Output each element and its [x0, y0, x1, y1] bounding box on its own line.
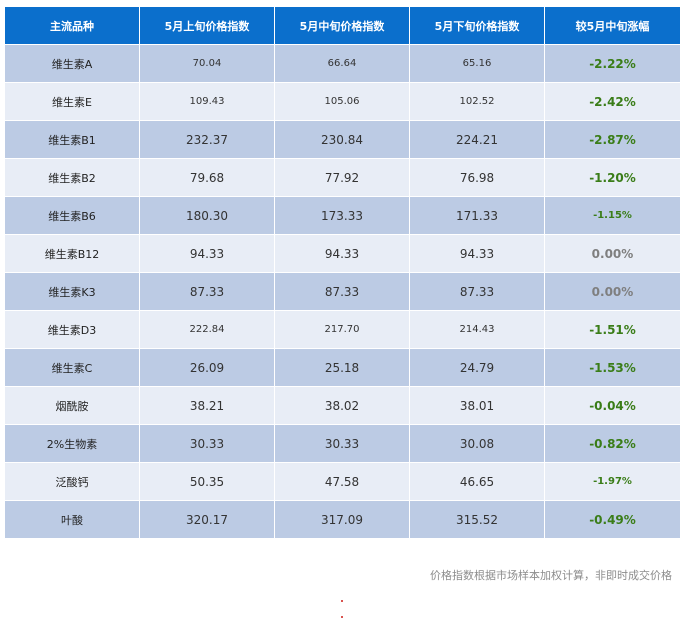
late-may-value: 315.52 [409, 500, 545, 539]
change-value: -2.87% [544, 120, 681, 159]
early-may-value: 94.33 [139, 234, 275, 273]
early-may-value: 180.30 [139, 196, 275, 235]
product-name: 2%生物素 [4, 424, 140, 463]
late-may-value: 171.33 [409, 196, 545, 235]
mid-may-value: 47.58 [274, 462, 410, 501]
late-may-value: 30.08 [409, 424, 545, 463]
early-may-value: 50.35 [139, 462, 275, 501]
decorative-dot [341, 616, 343, 618]
change-value: -1.97% [544, 462, 681, 501]
table-row: 维生素B1 232.37 230.84 224.21 -2.87% [4, 120, 681, 159]
change-value: -1.51% [544, 310, 681, 349]
mid-may-value: 38.02 [274, 386, 410, 425]
product-name: 维生素K3 [4, 272, 140, 311]
early-may-value: 79.68 [139, 158, 275, 197]
early-may-value: 26.09 [139, 348, 275, 387]
early-may-value: 109.43 [139, 82, 275, 121]
table-row: 维生素A 70.04 66.64 65.16 -2.22% [4, 44, 681, 83]
early-may-value: 232.37 [139, 120, 275, 159]
mid-may-value: 30.33 [274, 424, 410, 463]
table-row: 维生素D3 222.84 217.70 214.43 -1.51% [4, 310, 681, 349]
change-value: 0.00% [544, 234, 681, 273]
product-name: 维生素E [4, 82, 140, 121]
late-may-value: 87.33 [409, 272, 545, 311]
table-row: 泛酸钙 50.35 47.58 46.65 -1.97% [4, 462, 681, 501]
mid-may-value: 87.33 [274, 272, 410, 311]
mid-may-value: 317.09 [274, 500, 410, 539]
product-name: 维生素D3 [4, 310, 140, 349]
product-name: 维生素C [4, 348, 140, 387]
header-product: 主流品种 [4, 6, 140, 45]
mid-may-value: 105.06 [274, 82, 410, 121]
table-header-row: 主流品种 5月上旬价格指数 5月中旬价格指数 5月下旬价格指数 较5月中旬涨幅 [4, 6, 681, 45]
decorative-dot [341, 600, 343, 602]
table-row: 维生素E 109.43 105.06 102.52 -2.42% [4, 82, 681, 121]
change-value: 0.00% [544, 272, 681, 311]
header-change: 较5月中旬涨幅 [544, 6, 681, 45]
table-row: 维生素B2 79.68 77.92 76.98 -1.20% [4, 158, 681, 197]
mid-may-value: 77.92 [274, 158, 410, 197]
header-early-may: 5月上旬价格指数 [139, 6, 275, 45]
table-row: 维生素B6 180.30 173.33 171.33 -1.15% [4, 196, 681, 235]
early-may-value: 70.04 [139, 44, 275, 83]
table-row: 叶酸 320.17 317.09 315.52 -0.49% [4, 500, 681, 539]
change-value: -1.20% [544, 158, 681, 197]
header-mid-may: 5月中旬价格指数 [274, 6, 410, 45]
table-row: 维生素K3 87.33 87.33 87.33 0.00% [4, 272, 681, 311]
early-may-value: 320.17 [139, 500, 275, 539]
late-may-value: 38.01 [409, 386, 545, 425]
table-row: 维生素C 26.09 25.18 24.79 -1.53% [4, 348, 681, 387]
late-may-value: 214.43 [409, 310, 545, 349]
table-row: 2%生物素 30.33 30.33 30.08 -0.82% [4, 424, 681, 463]
product-name: 维生素B2 [4, 158, 140, 197]
early-may-value: 30.33 [139, 424, 275, 463]
late-may-value: 24.79 [409, 348, 545, 387]
product-name: 维生素A [4, 44, 140, 83]
footnote: 价格指数根据市场样本加权计算，非即时成交价格 [430, 569, 672, 582]
change-value: -1.15% [544, 196, 681, 235]
late-may-value: 102.52 [409, 82, 545, 121]
mid-may-value: 217.70 [274, 310, 410, 349]
table-row: 维生素B12 94.33 94.33 94.33 0.00% [4, 234, 681, 273]
late-may-value: 76.98 [409, 158, 545, 197]
product-name: 叶酸 [4, 500, 140, 539]
change-value: -2.22% [544, 44, 681, 83]
change-value: -1.53% [544, 348, 681, 387]
mid-may-value: 173.33 [274, 196, 410, 235]
late-may-value: 46.65 [409, 462, 545, 501]
late-may-value: 94.33 [409, 234, 545, 273]
late-may-value: 65.16 [409, 44, 545, 83]
header-late-may: 5月下旬价格指数 [409, 6, 545, 45]
mid-may-value: 66.64 [274, 44, 410, 83]
late-may-value: 224.21 [409, 120, 545, 159]
product-name: 维生素B12 [4, 234, 140, 273]
change-value: -0.82% [544, 424, 681, 463]
change-value: -0.49% [544, 500, 681, 539]
product-name: 维生素B6 [4, 196, 140, 235]
table-row: 烟酰胺 38.21 38.02 38.01 -0.04% [4, 386, 681, 425]
product-name: 泛酸钙 [4, 462, 140, 501]
price-index-table: 主流品种 5月上旬价格指数 5月中旬价格指数 5月下旬价格指数 较5月中旬涨幅 … [4, 6, 681, 539]
change-value: -2.42% [544, 82, 681, 121]
mid-may-value: 25.18 [274, 348, 410, 387]
mid-may-value: 94.33 [274, 234, 410, 273]
early-may-value: 87.33 [139, 272, 275, 311]
product-name: 维生素B1 [4, 120, 140, 159]
product-name: 烟酰胺 [4, 386, 140, 425]
early-may-value: 38.21 [139, 386, 275, 425]
mid-may-value: 230.84 [274, 120, 410, 159]
early-may-value: 222.84 [139, 310, 275, 349]
change-value: -0.04% [544, 386, 681, 425]
